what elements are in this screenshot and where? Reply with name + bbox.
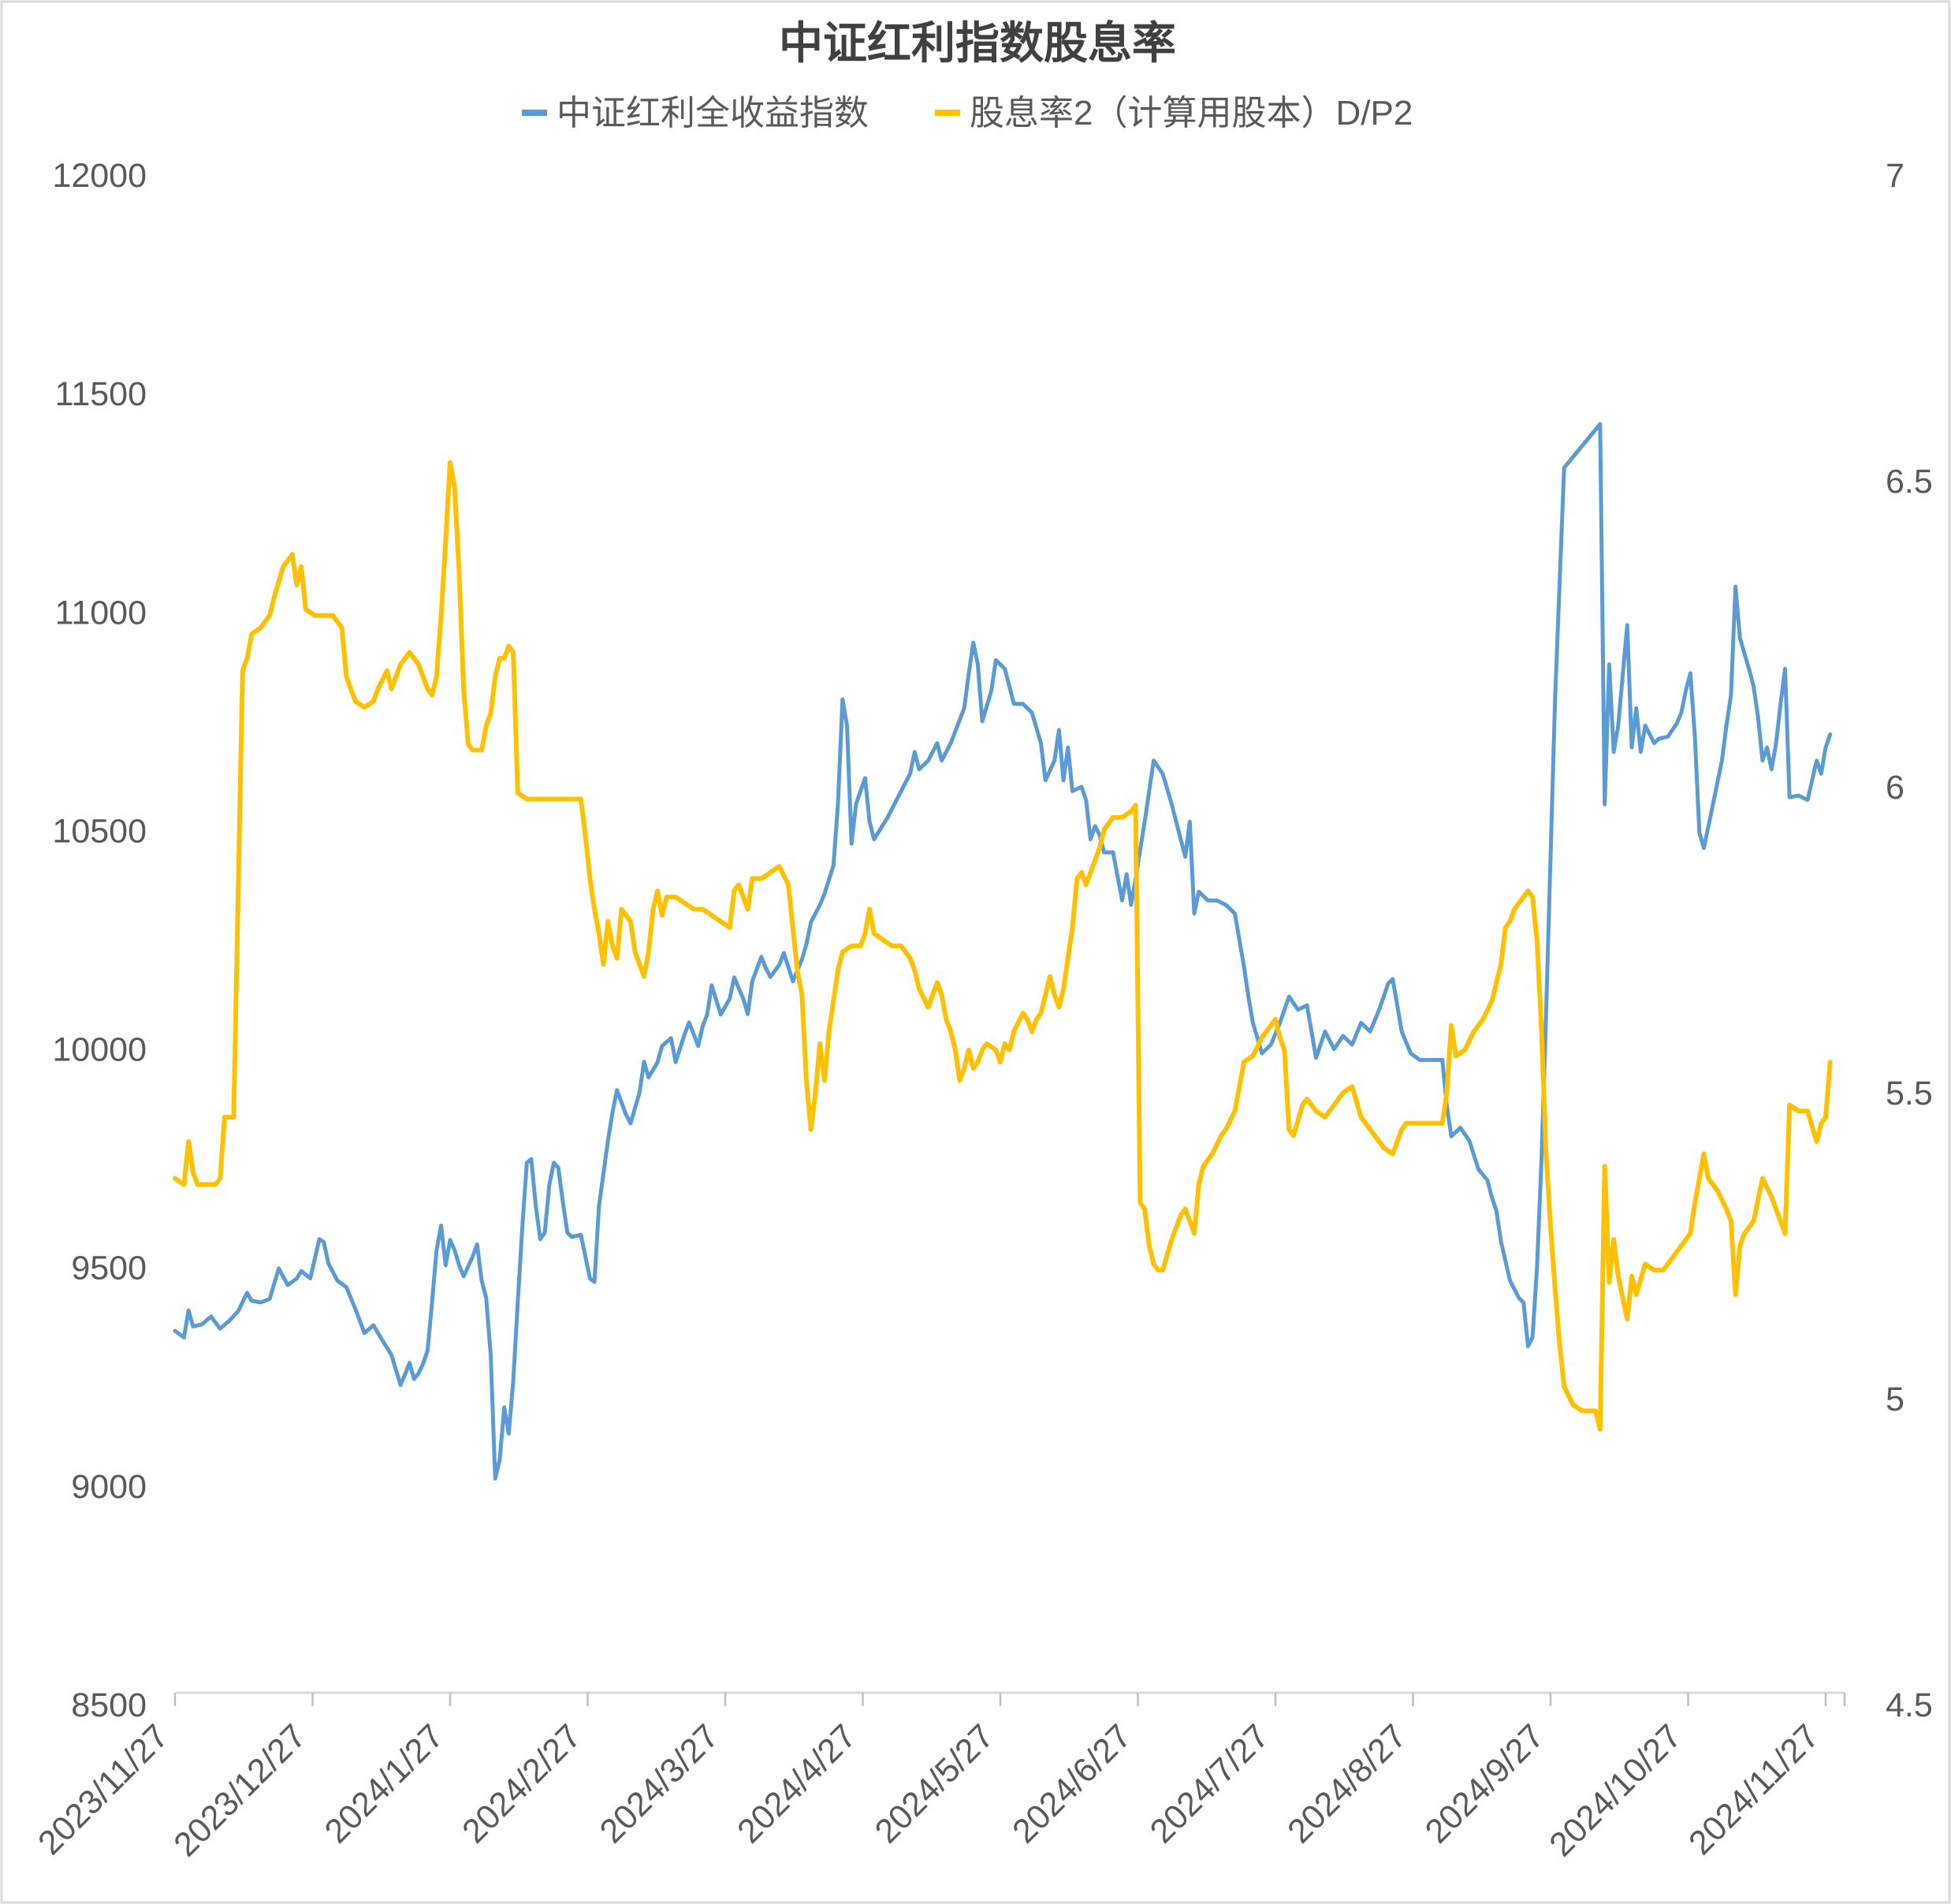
- right-axis-label: 6: [1886, 769, 1904, 807]
- right-axis-label: 5.5: [1886, 1075, 1933, 1112]
- left-axis-label: 12000: [52, 157, 147, 195]
- series-line-index: [173, 422, 1833, 1481]
- right-axis-label: 7: [1886, 157, 1904, 195]
- left-axis-label: 10000: [52, 1031, 147, 1069]
- series-line-yield: [173, 460, 1833, 1432]
- y-axis-left: 12000 11500 11000 10500 10000 9500 9000 8500: [52, 157, 147, 1724]
- right-axis-label: 6.5: [1886, 463, 1933, 501]
- legend-label-index: 中证红利全收益指数: [557, 94, 869, 132]
- left-axis-label: 10500: [52, 812, 147, 850]
- chart-title: 中证红利指数股息率: [779, 18, 1176, 68]
- right-axis-label: 4.5: [1886, 1686, 1933, 1724]
- left-axis-label: 9000: [71, 1468, 147, 1506]
- legend-label-yield: 股息率2（计算用股本）D/P2: [970, 94, 1413, 132]
- left-axis-label: 9500: [71, 1250, 147, 1287]
- plot-area: [173, 422, 1833, 1481]
- y-axis-right: 7 6.5 6 5.5 5 4.5: [1886, 157, 1933, 1724]
- left-axis-label: 11500: [55, 375, 147, 413]
- right-axis-label: 5: [1886, 1380, 1904, 1418]
- left-axis-label: 8500: [71, 1686, 147, 1724]
- left-axis-label: 11000: [55, 594, 147, 632]
- legend: 中证红利全收益指数 股息率2（计算用股本）D/P2: [522, 94, 1413, 132]
